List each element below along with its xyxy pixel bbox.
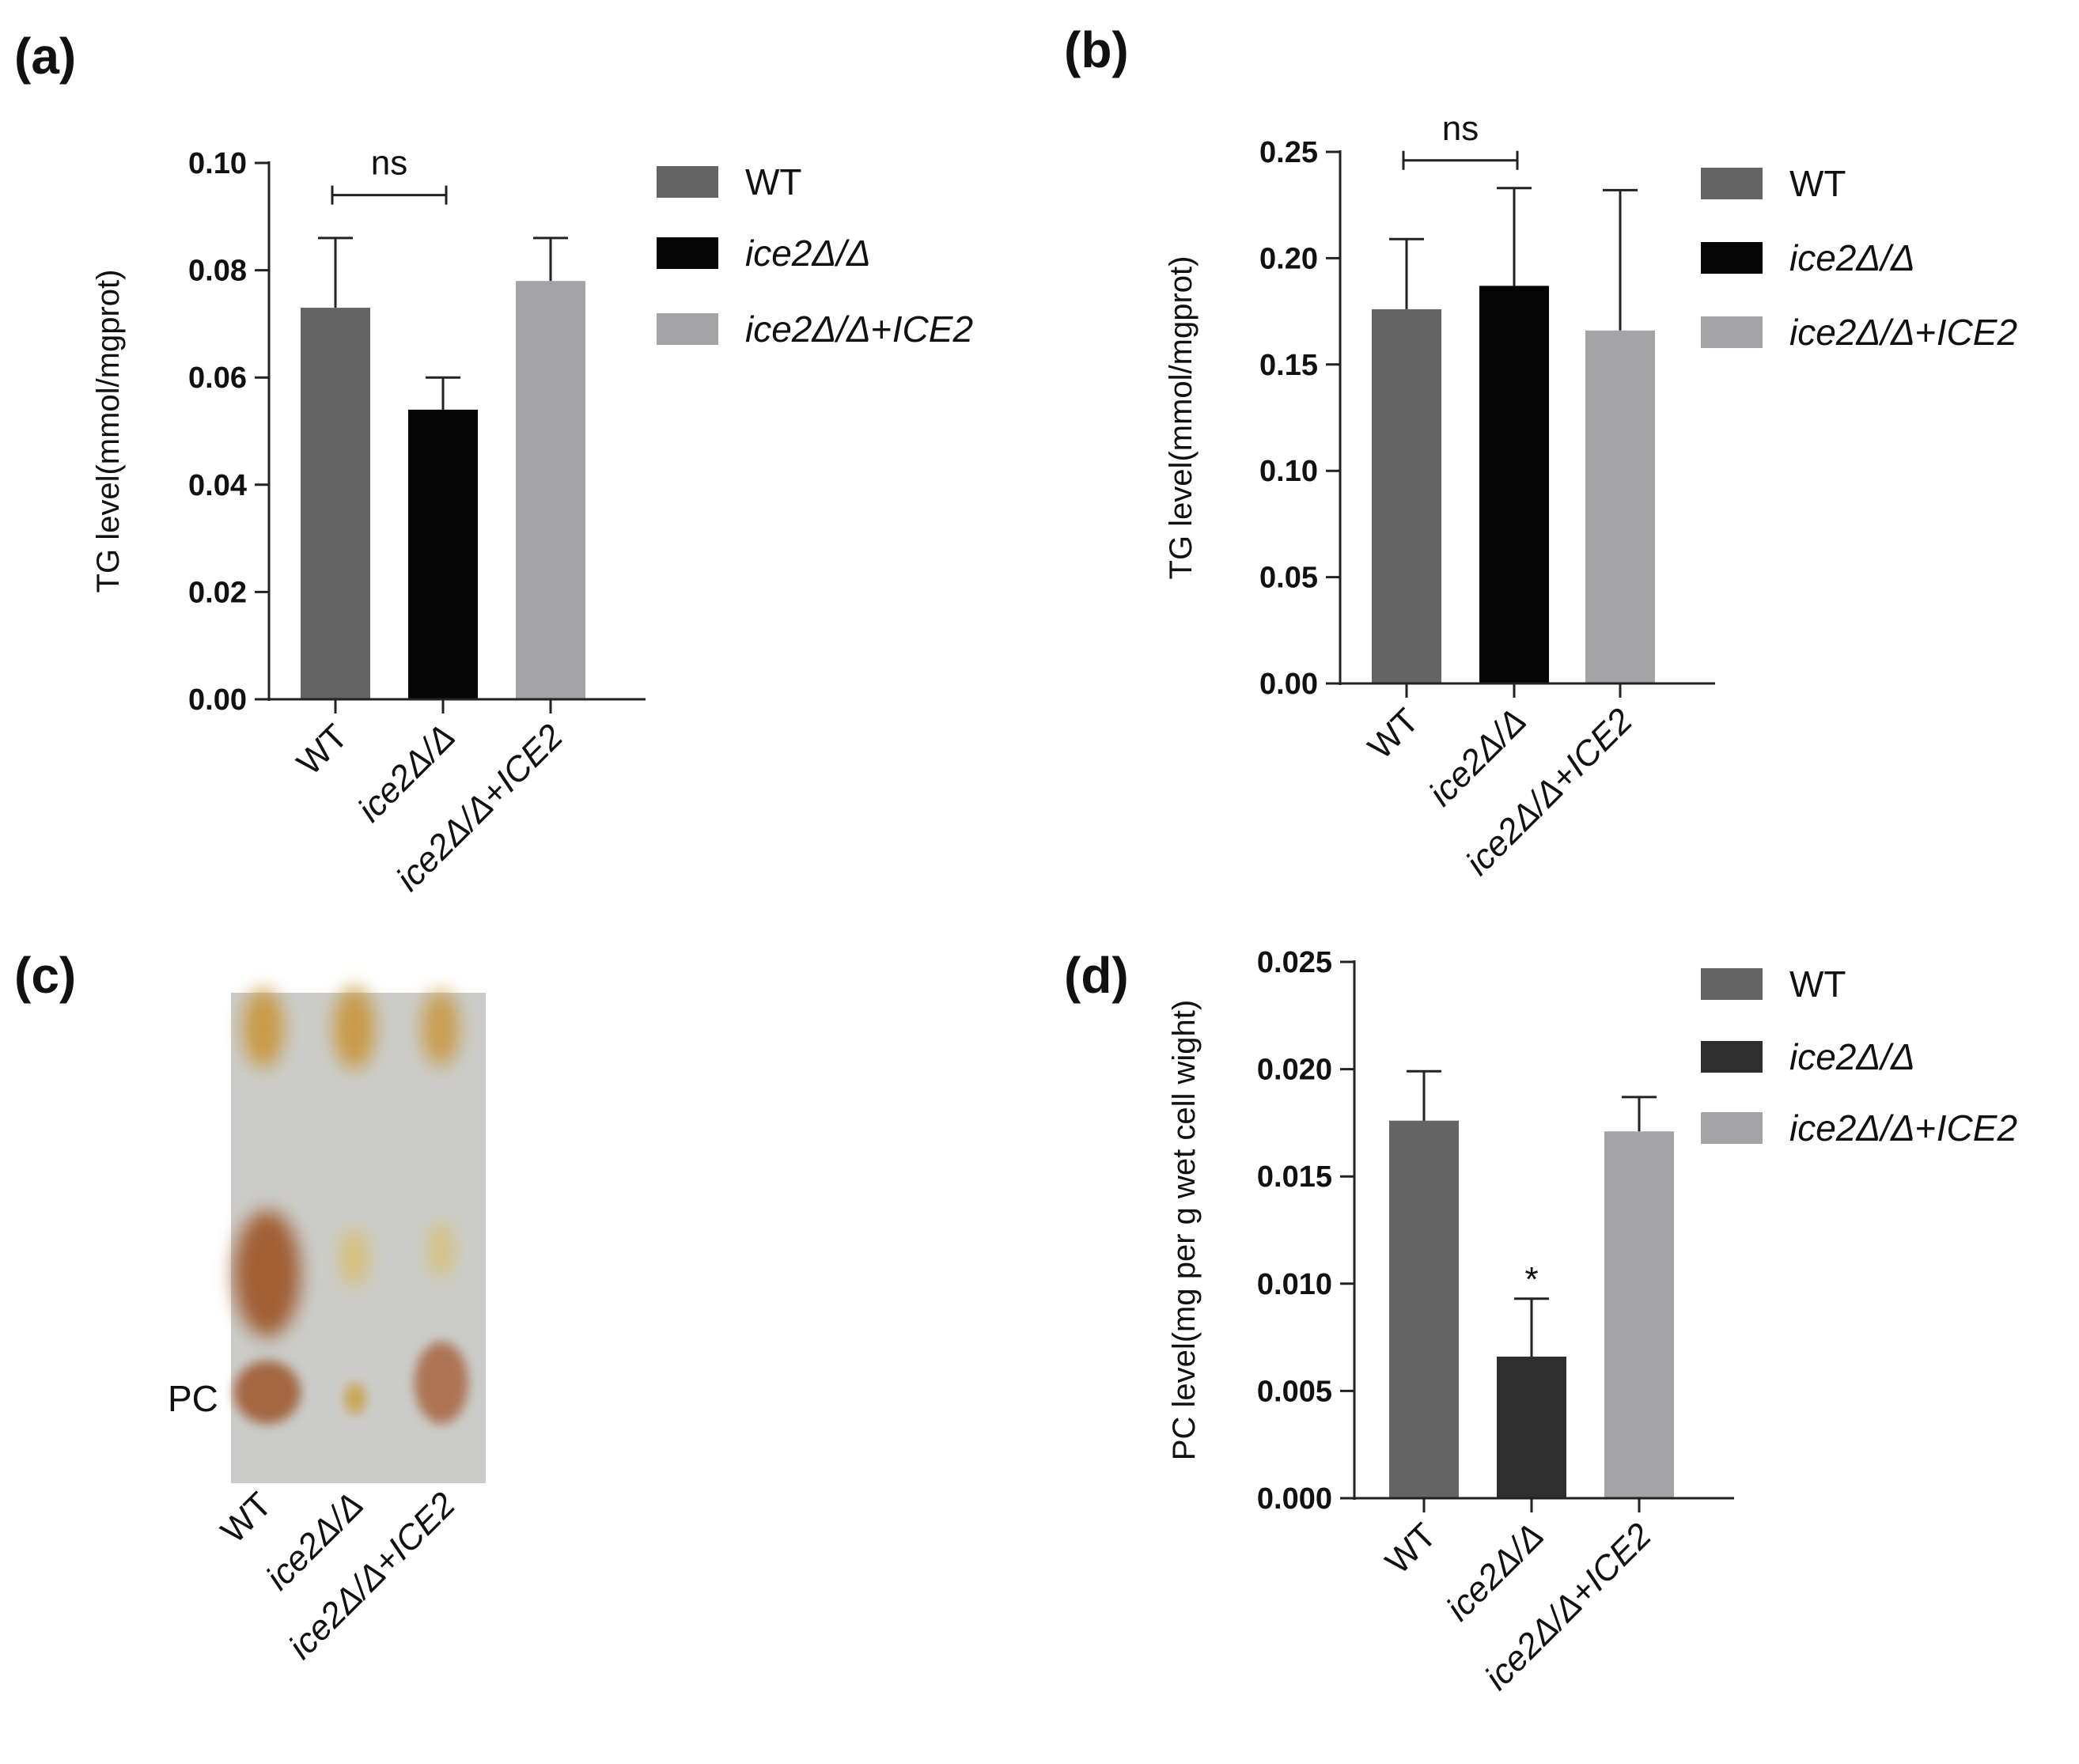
tlc-pc-bands bbox=[234, 1342, 468, 1424]
bar-b-0 bbox=[1372, 309, 1441, 683]
x-tick-label-a-1: ice2Δ/Δ bbox=[350, 717, 463, 829]
chart-a: 0.000.020.040.060.080.10WTice2Δ/Δice2Δ/Δ… bbox=[91, 144, 973, 899]
legend-swatch-b-0 bbox=[1701, 168, 1763, 199]
y-tick-label-b-4: 0.20 bbox=[1259, 242, 1318, 275]
tlc-mid-bands bbox=[234, 1210, 454, 1337]
tlc-top-bands bbox=[243, 987, 460, 1069]
legend-swatch-b-2 bbox=[1701, 316, 1763, 348]
bar-d-2 bbox=[1604, 1131, 1674, 1498]
y-tick-label-d-5: 0.025 bbox=[1257, 946, 1332, 979]
y-axis-title-d: PC level(mg per g wet cell wight) bbox=[1167, 1000, 1202, 1460]
significance-star-d-0: * bbox=[1524, 1260, 1538, 1299]
bar-b-1 bbox=[1479, 286, 1549, 683]
legend-label-b-1: ice2Δ/Δ bbox=[1789, 237, 1915, 278]
y-tick-label-b-3: 0.15 bbox=[1259, 349, 1318, 382]
panel-label-a: (a) bbox=[14, 28, 76, 85]
legend-label-b-0: WT bbox=[1789, 163, 1846, 204]
y-tick-label-a-4: 0.08 bbox=[188, 255, 247, 288]
bar-d-0 bbox=[1389, 1120, 1459, 1498]
panel-label-b: (b) bbox=[1064, 21, 1129, 78]
legend-label-d-1: ice2Δ/Δ bbox=[1789, 1036, 1915, 1077]
legend-label-a-0: WT bbox=[745, 161, 802, 203]
significance-bracket-b bbox=[1402, 150, 1519, 170]
panel-label-c: (c) bbox=[14, 947, 76, 1004]
panel-label-d: (d) bbox=[1064, 947, 1129, 1004]
y-tick-label-b-1: 0.05 bbox=[1259, 562, 1318, 595]
y-tick-label-d-1: 0.005 bbox=[1257, 1375, 1332, 1408]
significance-label-b: ns bbox=[1442, 109, 1479, 148]
legend-label-d-2: ice2Δ/Δ+ICE2 bbox=[1789, 1107, 2017, 1149]
y-tick-label-d-3: 0.015 bbox=[1257, 1160, 1332, 1194]
y-tick-label-d-2: 0.010 bbox=[1257, 1268, 1332, 1301]
chart-b: 0.00 0.05 0.10 0.15 0.20 0.25 WT ice2Δ/Δ ice2Δ/Δ… bbox=[1164, 109, 2017, 883]
y-tick-label-b-5: 0.25 bbox=[1259, 136, 1318, 169]
bar-a-1 bbox=[408, 409, 478, 699]
bar-d-1 bbox=[1497, 1357, 1566, 1498]
chart-d: 0.0000.0050.0100.0150.0200.025WTice2Δ/Δi… bbox=[1167, 946, 2017, 1698]
bar-a-0 bbox=[301, 308, 370, 699]
tlc-pc-label: PC bbox=[168, 1378, 218, 1419]
y-axis-title-b: TG level(mmol/mgprot) bbox=[1164, 256, 1199, 580]
tlc-lane-label-0: WT bbox=[214, 1485, 279, 1550]
legend-label-a-2: ice2Δ/Δ+ICE2 bbox=[745, 309, 973, 350]
x-tick-label-a-0: WT bbox=[290, 717, 355, 782]
y-tick-label-b-2: 0.10 bbox=[1259, 455, 1318, 488]
y-tick-label-a-2: 0.04 bbox=[188, 469, 247, 502]
legend-swatch-b-1 bbox=[1701, 242, 1763, 274]
legend-label-d-0: WT bbox=[1789, 963, 1846, 1005]
legend-label-b-2: ice2Δ/Δ+ICE2 bbox=[1789, 312, 2017, 353]
y-tick-label-d-4: 0.020 bbox=[1257, 1054, 1332, 1087]
tlc-lane-label-2: ice2Δ/Δ+ICE2 bbox=[282, 1485, 463, 1666]
tlc-plate-image bbox=[231, 987, 486, 1483]
y-tick-label-a-3: 0.06 bbox=[188, 362, 247, 395]
legend-swatch-d-1 bbox=[1701, 1041, 1763, 1073]
x-tick-label-b-0: WT bbox=[1361, 701, 1426, 767]
bar-b-2 bbox=[1585, 330, 1655, 683]
y-tick-label-a-0: 0.00 bbox=[188, 683, 247, 717]
legend-swatch-a-0 bbox=[657, 166, 718, 198]
y-axis-title-a: TG level(mmol/mgprot) bbox=[91, 270, 126, 593]
significance-label-a: ns bbox=[371, 144, 407, 183]
legend-swatch-a-2 bbox=[657, 313, 718, 345]
legend-swatch-d-0 bbox=[1701, 968, 1763, 1000]
bar-a-2 bbox=[516, 281, 585, 699]
legend-swatch-d-2 bbox=[1701, 1112, 1763, 1144]
legend-swatch-a-1 bbox=[657, 237, 718, 269]
x-tick-label-d-1: ice2Δ/Δ bbox=[1439, 1516, 1551, 1628]
y-tick-label-b-0: 0.00 bbox=[1259, 668, 1318, 701]
significance-bracket-a bbox=[331, 185, 448, 205]
x-tick-label-d-0: WT bbox=[1378, 1516, 1444, 1581]
legend-label-a-1: ice2Δ/Δ bbox=[745, 233, 871, 274]
y-tick-label-a-1: 0.02 bbox=[188, 576, 247, 609]
y-tick-label-a-5: 0.10 bbox=[188, 147, 247, 180]
y-tick-label-d-0: 0.000 bbox=[1257, 1482, 1332, 1516]
